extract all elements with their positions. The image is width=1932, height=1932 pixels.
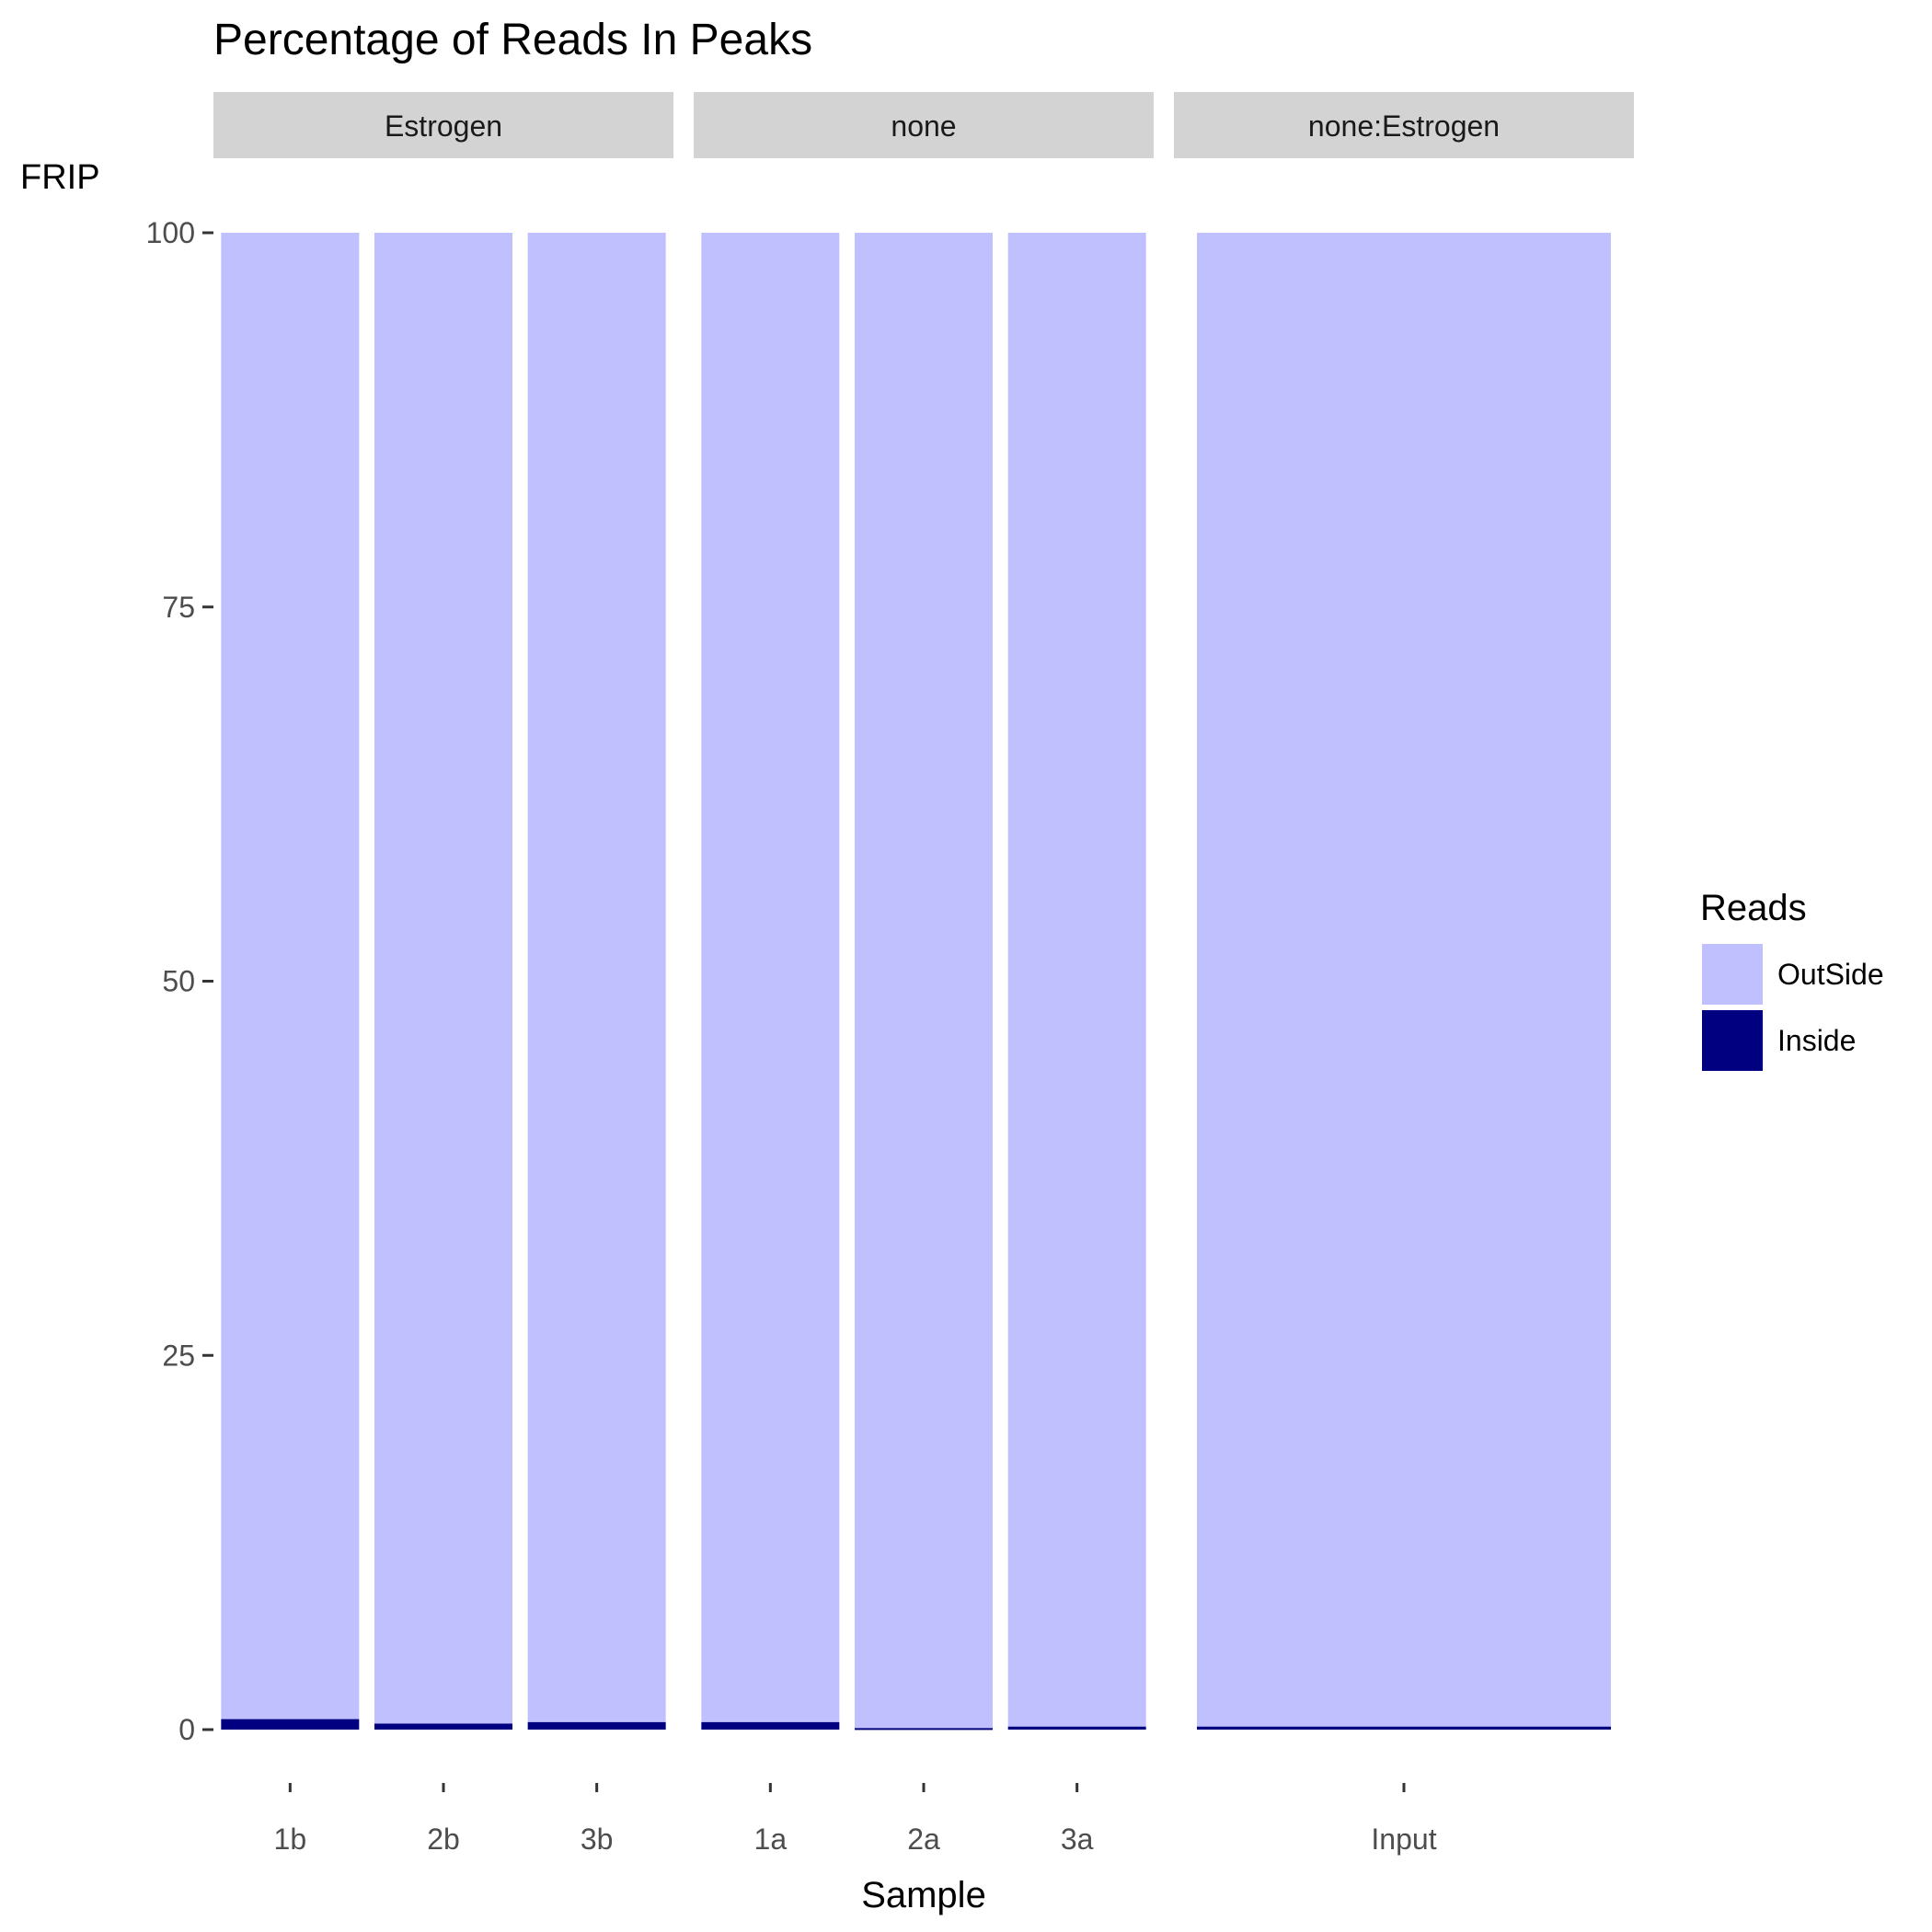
legend-label-outside: OutSide bbox=[1777, 958, 1884, 991]
bar-inside-1a bbox=[701, 1721, 840, 1730]
y-tick-label: 25 bbox=[162, 1339, 195, 1372]
bar-inside-Input bbox=[1197, 1726, 1611, 1730]
y-axis: 0 25 50 75 100 bbox=[146, 216, 213, 1746]
x-tick-label: 3a bbox=[1061, 1823, 1094, 1856]
bar-inside-2a bbox=[855, 1728, 993, 1731]
legend-label-inside: Inside bbox=[1777, 1024, 1856, 1057]
legend-title: Reads bbox=[1700, 888, 1807, 928]
legend-swatch-outside bbox=[1702, 944, 1763, 1005]
x-tick-label: 3b bbox=[581, 1823, 614, 1856]
bar-outside-1a bbox=[701, 233, 840, 1722]
bar-outside-2b bbox=[374, 233, 512, 1724]
x-tick-label: 1a bbox=[754, 1823, 788, 1856]
facet-strip bbox=[694, 92, 1154, 158]
bar-outside-3a bbox=[1007, 233, 1146, 1727]
legend-swatch-inside bbox=[1702, 1010, 1763, 1071]
y-tick-label: 100 bbox=[146, 216, 195, 249]
bar-outside-2a bbox=[855, 233, 993, 1729]
facet-strip bbox=[213, 92, 673, 158]
bar-inside-2b bbox=[374, 1723, 512, 1730]
y-tick-label: 50 bbox=[162, 965, 195, 998]
bar-inside-3a bbox=[1007, 1726, 1146, 1730]
bar-outside-3b bbox=[527, 233, 666, 1722]
x-tick-label: 1b bbox=[274, 1823, 307, 1856]
x-tick-label: 2b bbox=[427, 1823, 460, 1856]
legend-items: OutSide Inside bbox=[1702, 944, 1884, 1071]
facet-label: none:Estrogen bbox=[1308, 109, 1500, 143]
x-tick-label: Input bbox=[1371, 1823, 1436, 1856]
facet-label: Estrogen bbox=[385, 109, 502, 143]
chart-title: Percentage of Reads In Peaks bbox=[213, 16, 812, 64]
bar-inside-1b bbox=[221, 1719, 360, 1730]
legend: Reads OutSide Inside bbox=[1700, 888, 1884, 1071]
bar-inside-3b bbox=[527, 1721, 666, 1730]
x-tick-label: 2a bbox=[907, 1823, 940, 1856]
y-tick-label: 75 bbox=[162, 591, 195, 624]
bar-outside-Input bbox=[1197, 233, 1611, 1727]
facet-label: none bbox=[891, 109, 956, 143]
bar-outside-1b bbox=[221, 233, 360, 1719]
facet-strip bbox=[1174, 92, 1634, 158]
y-tick-label: 0 bbox=[178, 1713, 195, 1746]
x-axis-title: Sample bbox=[861, 1875, 986, 1915]
plot-area: Estrogen 1b 2b 3b none 1a 2a 3a none:Estrogen Inp… bbox=[213, 92, 1634, 1856]
y-axis-title: FRIP bbox=[20, 158, 100, 197]
